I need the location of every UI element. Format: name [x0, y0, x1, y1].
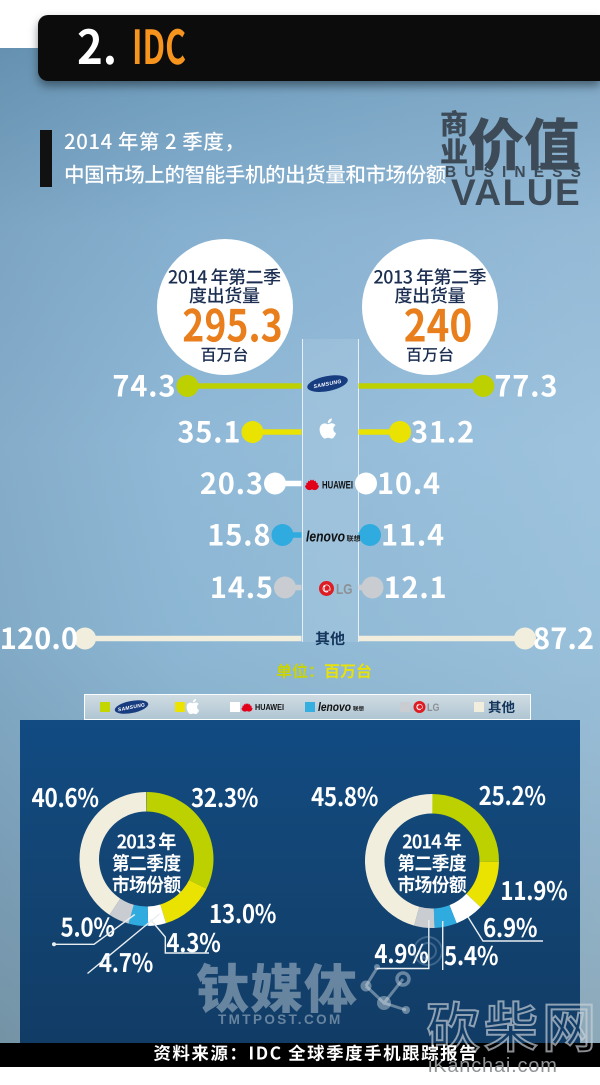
svg-text:SAMSUNG: SAMSUNG: [117, 702, 145, 713]
svg-text:LG: LG: [336, 581, 353, 598]
svg-text:lenovo: lenovo: [306, 530, 345, 546]
svg-text:HUAWEI: HUAWEI: [255, 702, 284, 712]
svg-text:TMTPOST.COM: TMTPOST.COM: [218, 1012, 343, 1027]
svg-text:HUAWEI: HUAWEI: [322, 480, 353, 492]
svg-text:SAMSUNG: SAMSUNG: [313, 379, 342, 390]
svg-text:LG: LG: [427, 702, 440, 714]
svg-text:lenovo: lenovo: [318, 702, 351, 714]
